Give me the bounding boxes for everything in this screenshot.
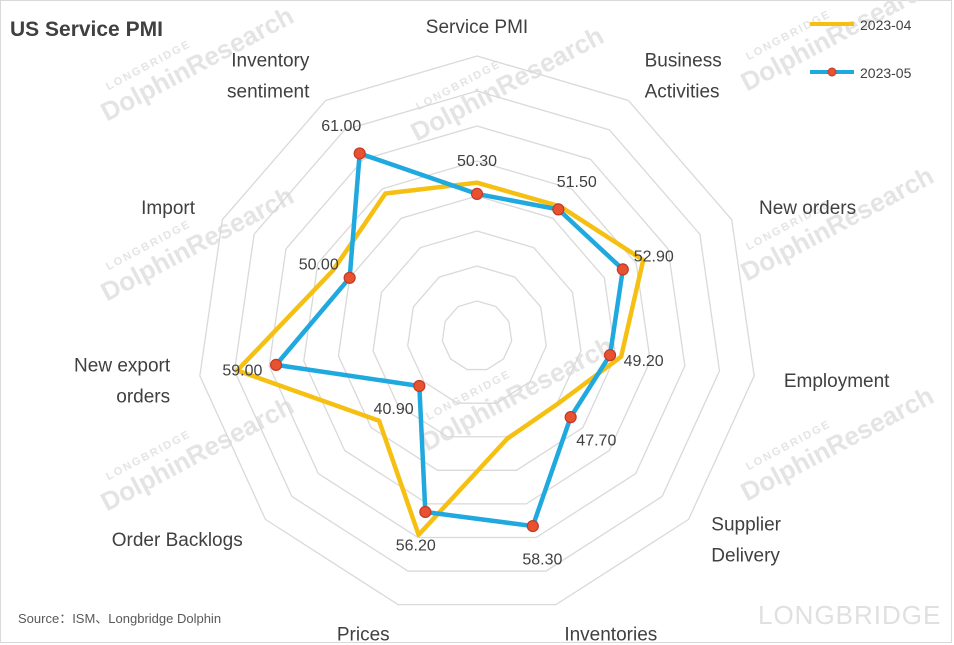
chart-title: US Service PMI xyxy=(10,18,163,41)
category-label: New orders xyxy=(759,198,856,219)
legend-swatch-2023-04 xyxy=(810,22,854,26)
category-label: Supplier Delivery xyxy=(711,515,781,567)
category-label: New export orders xyxy=(74,356,171,408)
data-point xyxy=(353,147,366,160)
data-label: 59.00 xyxy=(222,363,262,380)
data-label: 61.00 xyxy=(321,118,361,135)
data-point xyxy=(413,379,426,393)
data-label: 49.20 xyxy=(624,353,664,370)
data-point xyxy=(564,411,577,424)
category-label: Service PMI xyxy=(426,17,528,38)
data-label: 47.70 xyxy=(576,432,616,449)
source-note: Source：ISM、Longbridge Dolphin xyxy=(18,611,222,626)
data-point xyxy=(603,349,617,362)
grid-ring xyxy=(407,265,547,404)
data-label: 50.30 xyxy=(457,153,497,170)
data-label: 52.90 xyxy=(634,248,674,265)
legend-item-2023-04: 2023-04 xyxy=(808,12,948,60)
category-label: Employment xyxy=(784,371,890,392)
data-label: 40.90 xyxy=(374,401,414,418)
brand-watermark: LONGBRIDGE xyxy=(758,600,942,630)
data-point xyxy=(343,271,356,284)
category-label: Import xyxy=(141,198,196,219)
data-point xyxy=(616,263,629,276)
data-label: 58.30 xyxy=(522,552,562,569)
legend-swatch-2023-05 xyxy=(810,67,854,77)
category-label: Order Backlogs xyxy=(112,530,243,551)
grid-ring xyxy=(233,90,721,572)
series-line-2023-04 xyxy=(235,180,646,538)
grid-ring xyxy=(199,55,755,606)
category-label: Inventories xyxy=(564,624,657,645)
data-label: 51.50 xyxy=(557,174,597,191)
legend: 2023-04 2023-05 xyxy=(808,12,948,108)
data-point xyxy=(269,358,283,371)
legend-label: 2023-04 xyxy=(860,17,912,33)
grid-ring xyxy=(372,230,582,438)
data-point xyxy=(526,519,539,533)
category-label: Business Activities xyxy=(645,51,722,103)
category-label: Prices xyxy=(337,624,390,645)
legend-label: 2023-05 xyxy=(860,65,912,81)
data-point xyxy=(552,203,565,216)
legend-item-2023-05: 2023-05 xyxy=(808,60,948,108)
grid-ring xyxy=(268,125,686,539)
series-line-2023-05 xyxy=(273,151,626,529)
data-label: 56.20 xyxy=(396,538,436,555)
grid-ring xyxy=(441,300,513,371)
category-label: Inventory sentiment xyxy=(227,51,310,103)
data-point xyxy=(470,187,484,200)
data-label: 50.00 xyxy=(299,257,339,274)
data-point xyxy=(419,505,432,519)
